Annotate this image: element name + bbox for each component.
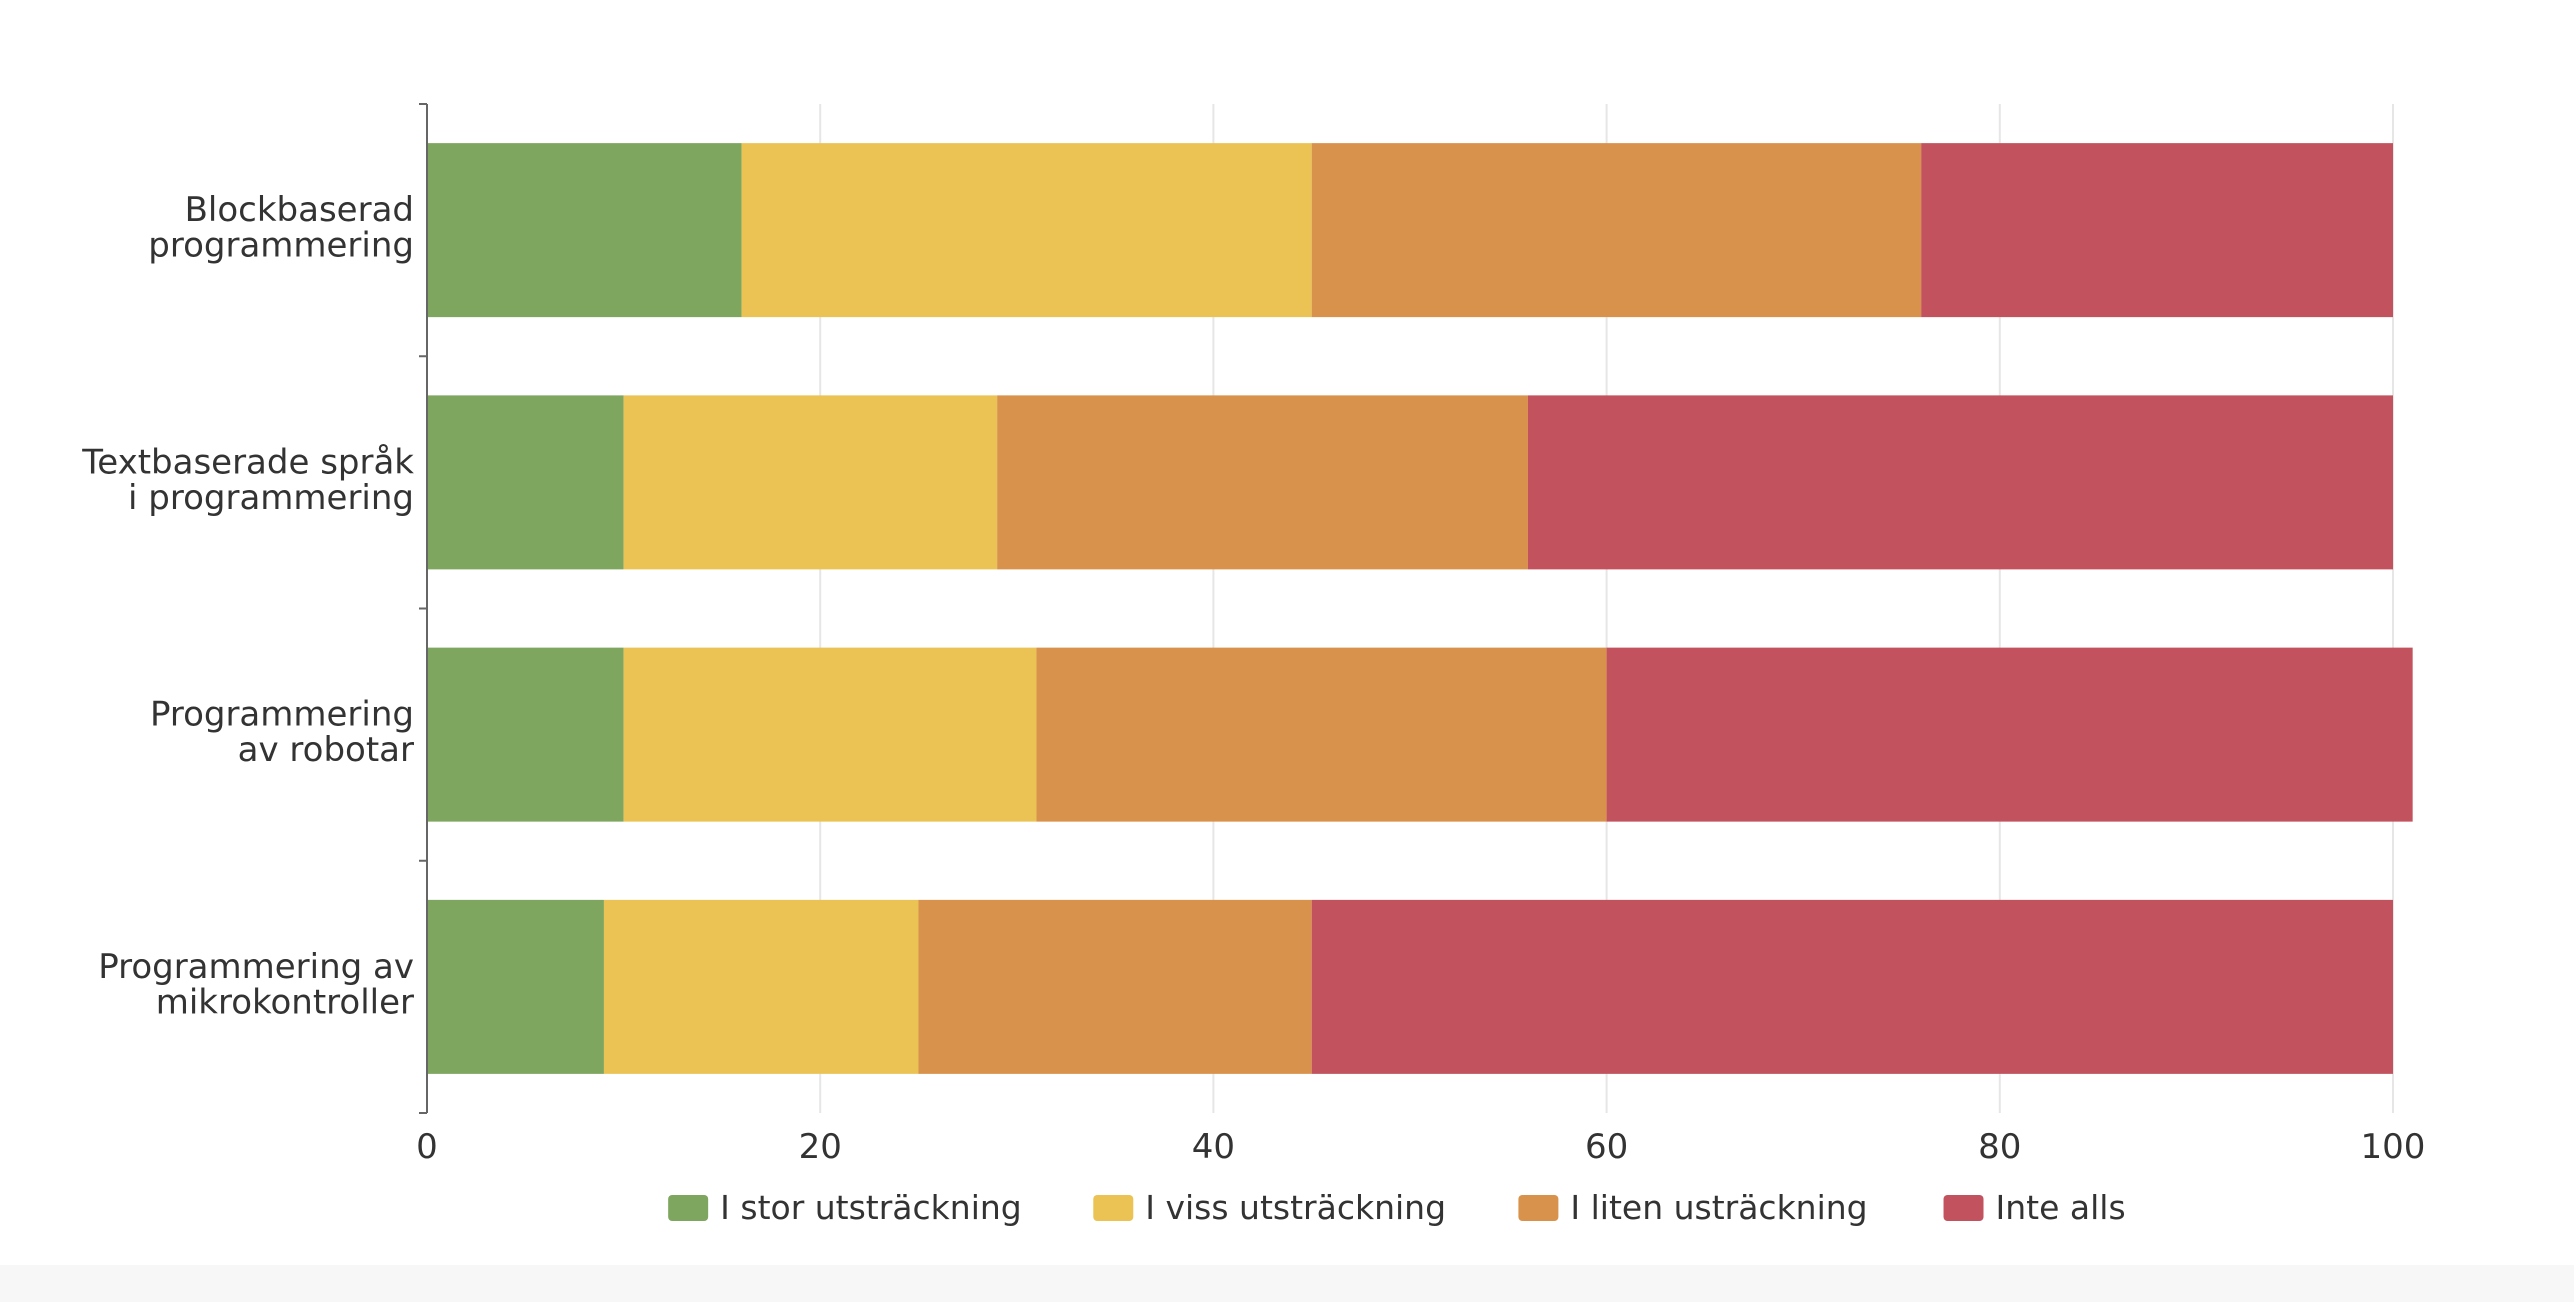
category-label-line: av robotar (238, 730, 414, 770)
x-tick-label: 20 (799, 1127, 842, 1167)
category-label-line: Blockbaserad (185, 190, 414, 230)
category-label-line: i programmering (128, 478, 414, 518)
category-label-line: mikrokontroller (156, 982, 414, 1022)
bar-segment[interactable] (997, 395, 1528, 570)
category-label: Programmering av robotar (150, 695, 414, 771)
category-label: Programmering av mikrokontroller (98, 947, 414, 1023)
legend-label[interactable]: I viss utsträckning (1145, 1188, 1446, 1227)
page-footer-band (0, 1265, 2574, 1302)
bar-segment[interactable] (1311, 899, 2393, 1074)
bar-segment[interactable] (1036, 647, 1607, 822)
bar-segment[interactable] (427, 395, 624, 570)
category-label-line: Textbaserade språk (81, 442, 414, 482)
x-tick-label: 60 (1585, 1127, 1628, 1167)
category-label: Textbaserade språk i programmering (81, 442, 414, 518)
x-tick-label: 80 (1978, 1127, 2021, 1167)
bar-segment[interactable] (603, 899, 919, 1074)
legend-label[interactable]: I stor utsträckning (720, 1188, 1022, 1227)
bar-segment[interactable] (1311, 143, 1922, 318)
x-tick-label: 40 (1192, 1127, 1235, 1167)
x-tick-label: 0 (416, 1127, 438, 1167)
category-label: Blockbaserad programmering (148, 190, 414, 266)
bar-segment[interactable] (741, 143, 1312, 318)
bar-segment[interactable] (1921, 143, 2393, 318)
category-label-line: Programmering (150, 695, 414, 735)
bar-segment[interactable] (427, 143, 742, 318)
legend-swatch[interactable] (1943, 1195, 1984, 1221)
bar-segment[interactable] (427, 647, 624, 822)
legend-swatch[interactable] (668, 1195, 709, 1221)
bar-segment[interactable] (623, 395, 998, 570)
bar-segment[interactable] (623, 647, 1037, 822)
bar-segment[interactable] (1606, 647, 2413, 822)
bar-segment[interactable] (1527, 395, 2393, 570)
bar-segment[interactable] (427, 899, 604, 1074)
legend-label[interactable]: Inte alls (1996, 1188, 2126, 1227)
legend-swatch[interactable] (1518, 1195, 1559, 1221)
legend-label[interactable]: I liten usträckning (1570, 1188, 1867, 1227)
x-tick-label: 100 (2361, 1127, 2426, 1167)
legend-swatch[interactable] (1093, 1195, 1134, 1221)
bar-segment[interactable] (918, 899, 1312, 1074)
category-label-line: programmering (148, 226, 414, 266)
category-label-line: Programmering av (98, 947, 414, 987)
